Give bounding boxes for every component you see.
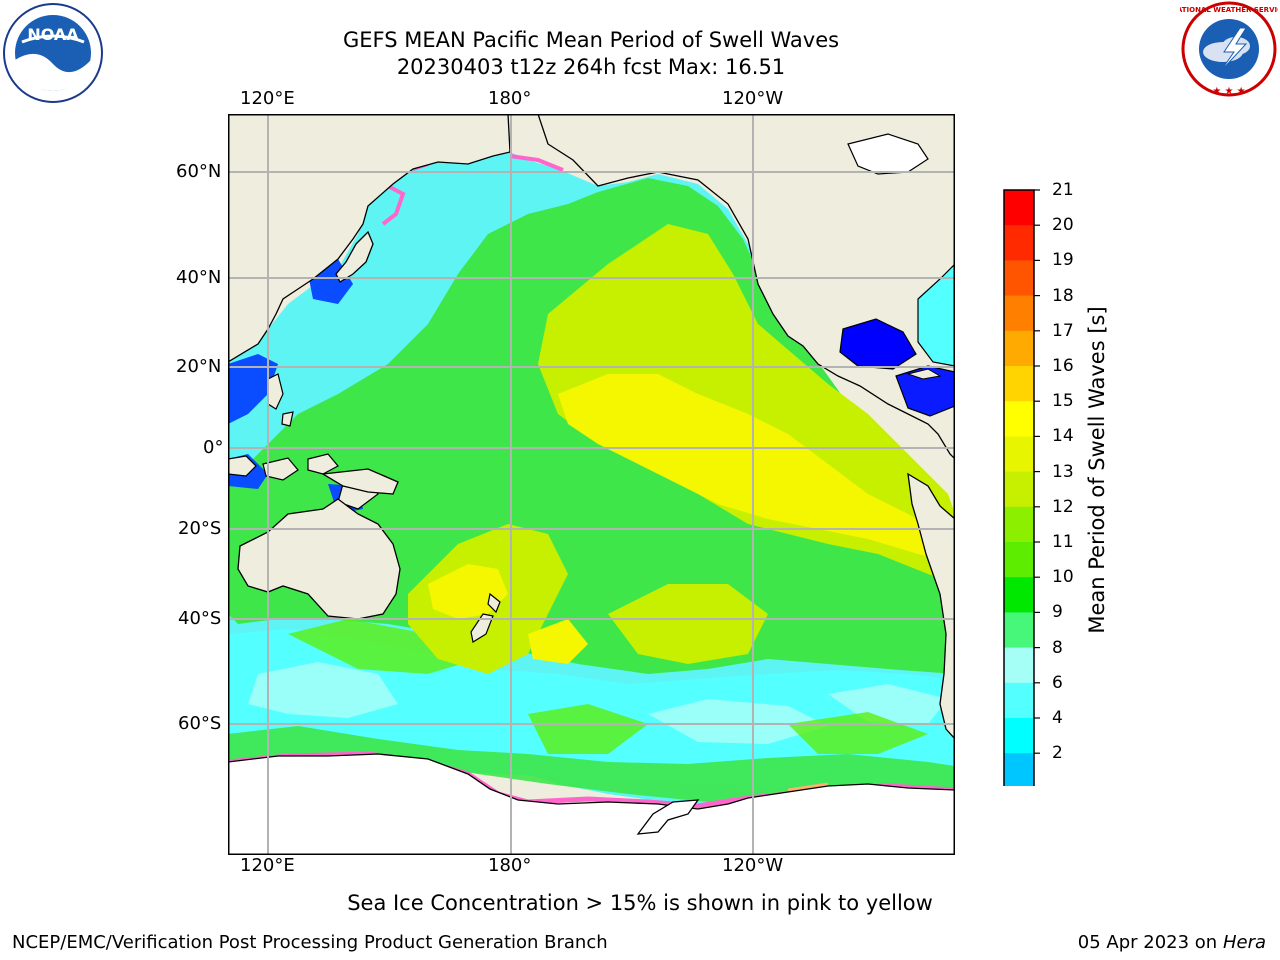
colorbar [1003,189,1040,786]
lon-tick-top-180: 180° [488,88,532,109]
colorbar-segment [1004,577,1034,613]
lon-tick-top-120e: 120°E [240,88,295,109]
footer-date-text: 05 Apr 2023 on [1077,932,1223,953]
footer-right-date: 05 Apr 2023 on Hera [1078,932,1266,954]
colorbar-tick-label: 8 [1052,637,1063,658]
colorbar-tick-label: 14 [1052,426,1074,447]
colorbar-tick-label: 16 [1052,356,1074,376]
colorbar-tick-label: 9 [1052,602,1063,623]
colorbar-tick-label: 6 [1052,672,1063,693]
colorbar-segment [1004,225,1034,261]
lon-tick-bottom-120e: 120°E [240,855,295,876]
cuba-land [906,368,942,380]
colorbar-segment [1004,682,1034,719]
nws-logo-text: NATIONAL WEATHER SERVICE [1180,6,1278,14]
ocean-yellow-core [428,374,955,664]
colorbar-tick-label: 11 [1052,532,1074,552]
colorbar-segment [1004,753,1034,786]
lat-tick-60n: 60°N [176,161,222,182]
indonesia-land [228,453,379,510]
colorbar-tick-label: 20 [1052,215,1074,236]
antarctica-peninsula [636,799,700,835]
map-frame [228,114,955,855]
swell-period-map [228,114,955,855]
colorbar-tick-label: 19 [1052,250,1074,271]
noaa-logo-text: NOAA [27,25,79,44]
nws-logo: NATIONAL WEATHER SERVICE ★ ★ ★ [1180,0,1278,98]
lat-tick-20s: 20°S [178,518,222,539]
noaa-logo: NOAA [2,2,104,104]
arctic-land [847,133,929,175]
colorbar-tick-label: 2 [1052,743,1063,764]
colorbar-tick-label: 18 [1052,285,1074,306]
asia-land [228,114,511,363]
footer-host-text: Hera [1222,932,1266,953]
ocean-green-south [228,726,955,802]
svg-text:★ ★ ★: ★ ★ ★ [1212,86,1245,97]
lat-tick-40n: 40°N [176,267,222,288]
colorbar-tick-label: 12 [1052,496,1074,517]
lat-tick-0: 0° [203,437,224,458]
lon-tick-top-120w: 120°W [722,88,784,109]
japan-land [335,230,374,283]
lon-tick-bottom-180: 180° [488,855,532,876]
lat-tick-60s: 60°S [178,713,222,734]
lon-tick-bottom-120w: 120°W [722,855,784,876]
colorbar-segment [1004,295,1034,332]
colorbar-segment [1004,260,1034,297]
colorbar-tick-label: 13 [1052,461,1074,482]
sea-ice-note: Sea Ice Concentration > 15% is shown in … [347,891,933,915]
colorbar-tick-label: 15 [1052,391,1074,412]
chart-title-line1: GEFS MEAN Pacific Mean Period of Swell W… [342,28,840,52]
graticule [228,114,955,855]
chart-title-line2: 20230403 t12z 264h fcst Max: 16.51 [396,55,786,79]
gulf-water [839,318,917,370]
colorbar-segment [1004,647,1034,684]
colorbar-segment [1004,506,1034,543]
colorbar-tick-label: 4 [1052,708,1063,728]
colorbar-tick-label: 17 [1052,320,1074,341]
colorbar-segment [1004,401,1034,437]
lat-tick-20n: 20°N [176,356,222,377]
colorbar-frame [1003,189,1035,786]
colorbar-tick-label: 10 [1052,567,1074,588]
colorbar-segment [1004,330,1034,367]
new-guinea-land [321,468,399,495]
north-america-land [537,114,955,460]
colorbar-tick-label: 21 [1052,180,1074,200]
colorbar-segment [1004,436,1034,473]
colorbar-segment [1004,718,1034,754]
colorbar-segment [1004,471,1034,508]
colorbar-segment [1004,190,1034,226]
colorbar-segment [1004,612,1034,649]
colorbar-segment [1004,366,1034,402]
colorbar-segment [1004,542,1034,578]
lat-tick-40s: 40°S [178,608,222,629]
colorbar-label: Mean Period of Swell Waves [s] [1085,306,1109,634]
footer-left-credit: NCEP/EMC/Verification Post Processing Pr… [12,932,608,953]
